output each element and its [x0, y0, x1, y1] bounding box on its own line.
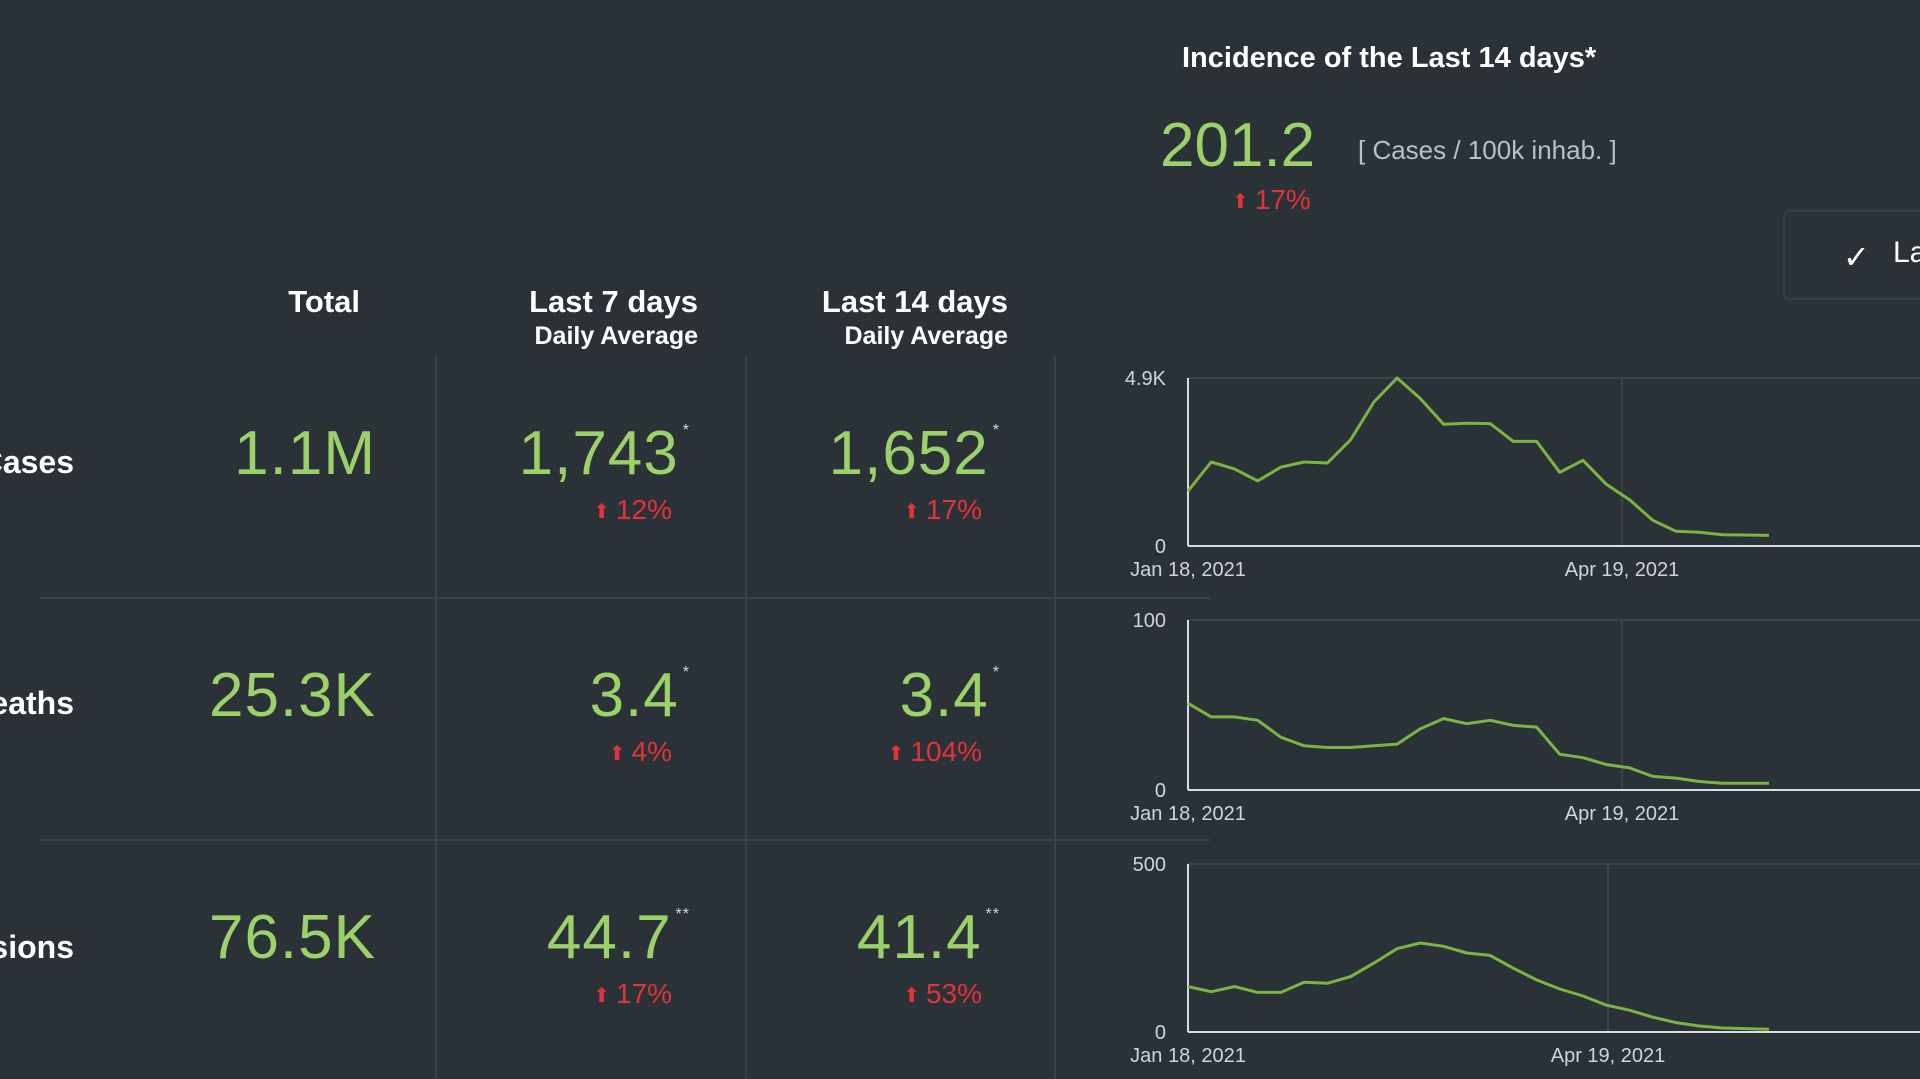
column-divider: [1054, 356, 1056, 1079]
arrow-up-icon: ⬆: [593, 985, 610, 1008]
x-tick-label: Apr 19, 2021: [1565, 803, 1680, 825]
y-tick-label: 0: [1155, 536, 1166, 558]
cases-avg7: 1,743 *: [518, 419, 690, 488]
deaths-total: 25.3K: [208, 661, 376, 730]
column-header-last14: Last 14 days Daily Average: [821, 284, 1008, 350]
arrow-up-icon: ⬆: [903, 501, 920, 524]
admissions-avg7: 44.7 **: [546, 903, 690, 972]
cases-avg14: 1,652 *: [828, 419, 1000, 488]
y-tick-label: 0: [1155, 780, 1166, 802]
incidence-unit: [ Cases / 100k inhab. ]: [1358, 135, 1617, 165]
incidence-value: 201.2: [1160, 111, 1316, 180]
cases-total: 1.1M: [234, 419, 376, 488]
series-line: [1186, 376, 1770, 537]
admissions-total: 76.5K: [208, 903, 376, 972]
deaths-avg7: 3.4 *: [589, 661, 690, 730]
series-line: [1187, 702, 1769, 785]
column-divider: [745, 356, 747, 1079]
arrow-up-icon: ⬆: [887, 743, 905, 766]
y-tick-label: 0: [1155, 1022, 1166, 1044]
series-toggle[interactable]: ✓ La: [1783, 210, 1920, 300]
y-tick-label: 100: [1133, 610, 1166, 632]
y-tick-label: 4.9K: [1125, 368, 1167, 390]
row-label-cases: Cases: [0, 444, 74, 480]
x-tick-label: Jan 18, 2021: [1130, 803, 1246, 825]
column-header-total: Total: [288, 284, 360, 319]
deaths-avg14-change: ⬆ 104%: [887, 736, 982, 767]
series-line: [1187, 941, 1770, 1031]
x-tick-label: Jan 18, 2021: [1130, 1045, 1246, 1067]
row-divider: [40, 839, 1210, 841]
incidence-title: Incidence of the Last 14 days*: [1182, 42, 1597, 74]
arrow-up-icon: ⬆: [903, 985, 920, 1008]
deaths-avg7-change: ⬆ 4%: [608, 736, 672, 767]
cases-avg7-change: ⬆ 12%: [593, 494, 672, 525]
x-tick-label: Apr 19, 2021: [1565, 559, 1680, 581]
x-tick-label: Apr 19, 2021: [1551, 1045, 1666, 1067]
arrow-up-icon: ⬆: [608, 743, 626, 766]
y-tick-label: 500: [1133, 854, 1166, 876]
arrow-up-icon: ⬆: [1232, 191, 1249, 214]
admissions-avg14: 41.4 **: [856, 903, 1000, 972]
row-divider: [40, 597, 1210, 599]
deaths-avg14: 3.4 *: [899, 661, 1000, 730]
arrow-up-icon: ⬆: [593, 501, 610, 524]
x-tick-label: Jan 18, 2021: [1130, 559, 1246, 581]
row-label-admissions: sions: [0, 929, 74, 965]
admissions-avg14-change: ⬆ 53%: [903, 978, 982, 1009]
cases-avg14-change: ⬆ 17%: [903, 494, 982, 525]
row-label-deaths: eaths: [0, 685, 74, 721]
checkmark-icon: ✓: [1843, 239, 1870, 275]
series-toggle-label: La: [1893, 236, 1920, 269]
admissions-avg7-change: ⬆ 17%: [593, 978, 672, 1009]
column-divider: [435, 356, 437, 1079]
column-header-last7: Last 7 days Daily Average: [529, 284, 698, 350]
incidence-change: ⬆ 17%: [1232, 184, 1311, 215]
